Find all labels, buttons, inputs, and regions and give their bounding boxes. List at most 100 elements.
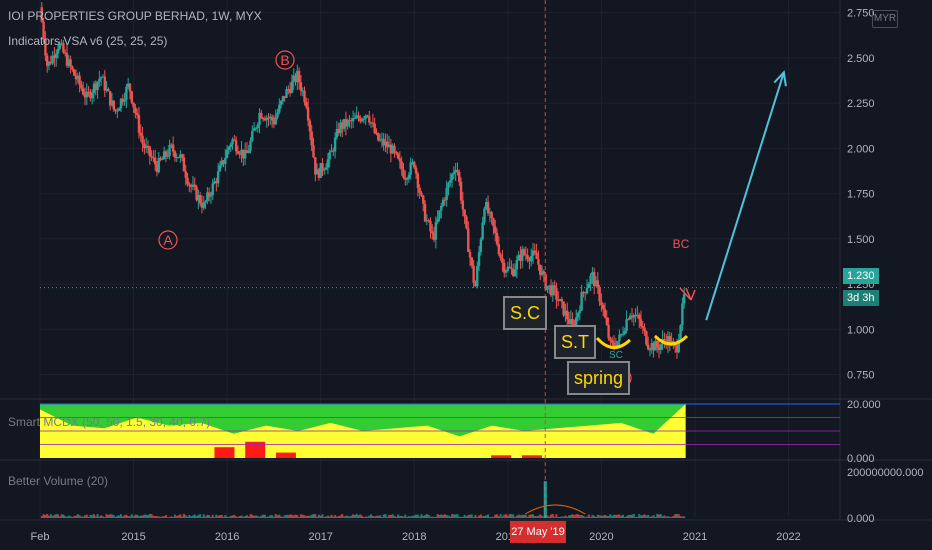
candle-body [443, 199, 447, 201]
candle-body [618, 334, 621, 341]
volume-bar [53, 514, 56, 518]
candle-body [492, 218, 495, 227]
candle-body [175, 157, 178, 159]
volume-bar [260, 515, 263, 518]
candle-body [85, 91, 88, 98]
candle-body [269, 116, 272, 119]
volume-bar [681, 516, 684, 518]
volume-bar [143, 514, 146, 518]
volume-bar [136, 514, 139, 518]
spring-annotation-box[interactable]: spring [567, 361, 631, 395]
candle-body [497, 244, 501, 255]
volume-bar [67, 515, 70, 518]
volume-bar [546, 515, 549, 518]
candle-body [476, 266, 479, 287]
volume-bar [258, 516, 261, 518]
volume-bar [213, 516, 216, 518]
volume-bar [386, 516, 389, 518]
volume-bar [600, 515, 603, 518]
candle-body [114, 109, 117, 111]
candle-body [625, 319, 628, 331]
volume-bar [659, 514, 662, 518]
volume-bar [388, 515, 391, 518]
candle-body [323, 169, 326, 171]
volume-bar [478, 515, 481, 518]
volume-bar [440, 514, 443, 518]
candle-body [290, 81, 294, 93]
volume-bar [64, 516, 67, 518]
volume-bar [593, 515, 596, 518]
volume-bar [65, 516, 68, 518]
volume-bar [524, 514, 527, 518]
candle-body [99, 77, 103, 79]
volume-bar [492, 516, 495, 518]
volume-bar [452, 514, 455, 518]
volume-bar [222, 516, 225, 518]
sc-small-label: SC [609, 350, 623, 361]
volume-bar [641, 515, 644, 518]
candle-body [364, 115, 367, 119]
volume-bar [281, 516, 284, 518]
bc-label: BC [673, 237, 690, 251]
candle-body [126, 83, 130, 87]
candle-body [274, 117, 277, 125]
st-annotation-box[interactable]: S.T [554, 325, 597, 359]
volume-bar [445, 514, 448, 518]
candle-body [333, 137, 337, 152]
candle-body [650, 343, 653, 350]
volume-bar [119, 514, 122, 518]
volume-bar [211, 514, 214, 518]
price-axis: 0.7501.0001.2501.5001.7502.0002.2502.500… [31, 8, 924, 543]
candle-body [242, 149, 245, 159]
indicator-vsa-label[interactable]: Indicators VSA v6 (25, 25, 25) [8, 34, 168, 48]
candle-body [209, 195, 213, 197]
candle-body [254, 128, 258, 130]
candle-body [483, 208, 486, 223]
wave-a-circle [158, 230, 178, 250]
volume-bar [182, 513, 185, 518]
volume-bar [109, 514, 112, 518]
volume-bar [636, 516, 639, 518]
candle-body [416, 173, 420, 188]
candle-body [256, 124, 259, 129]
volume-bar [204, 516, 207, 518]
candle-body [494, 226, 497, 234]
candle-body [249, 140, 252, 151]
candle-body [107, 88, 110, 92]
indicator-volume-label[interactable]: Better Volume (20) [8, 474, 109, 488]
candle-body [646, 344, 650, 350]
candle-body [612, 342, 616, 346]
candle-body [143, 143, 146, 149]
candle-body [582, 292, 585, 294]
candle-body [90, 92, 94, 99]
candle-body [630, 315, 634, 318]
candle-body [515, 260, 519, 270]
volume-bar [550, 514, 553, 518]
volume-bar [107, 515, 110, 518]
candle-body [211, 183, 214, 196]
volume-bar [648, 516, 651, 518]
candle-body [63, 52, 67, 54]
volume-bar [526, 516, 529, 518]
candle-body [285, 89, 288, 98]
candle-body [567, 319, 571, 324]
volume-bar [654, 516, 657, 518]
currency-badge: MYR [872, 10, 898, 28]
volume-bar [463, 514, 466, 518]
candle-body [292, 75, 295, 82]
volume-tick-label: 200000000.000 [847, 467, 923, 479]
volume-bar [535, 516, 538, 518]
candle-body [315, 169, 319, 175]
candle-body [47, 61, 51, 66]
sc-annotation-box[interactable]: S.C [503, 296, 548, 330]
indicator-mcdx-label[interactable]: Smart MCDX (50, 50, 1.5, 30, 40, 0.7) [8, 415, 211, 429]
projection-arrow-head [773, 70, 787, 87]
volume-bar [612, 514, 615, 518]
volume-bar [341, 513, 344, 518]
volume-tick-label: 0.000 [847, 513, 875, 525]
volume-bar [87, 516, 90, 518]
volume-bar [191, 515, 194, 518]
volume-bar [621, 514, 624, 518]
volume-bar [69, 516, 72, 518]
mcdx-panel [40, 403, 840, 458]
